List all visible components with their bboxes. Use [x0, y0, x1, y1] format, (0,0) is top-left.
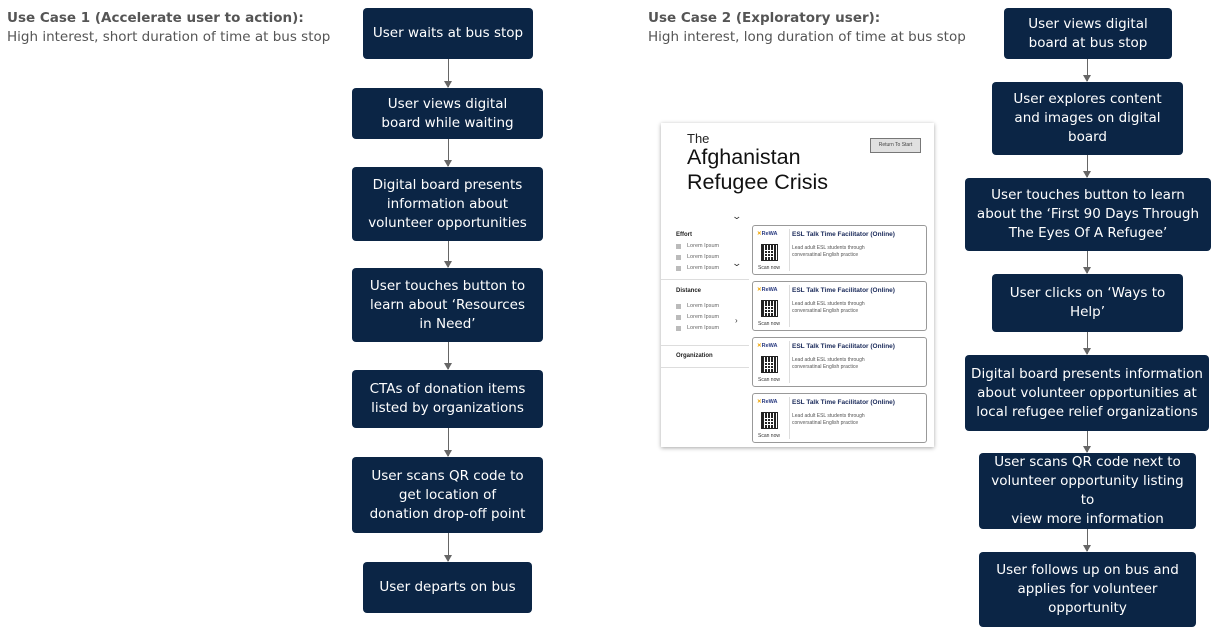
use-case-1-title: Use Case 1 (Accelerate user to action):	[7, 10, 304, 26]
qr-code-icon	[761, 244, 778, 261]
flow-1-step-2: User views digital board while waiting	[352, 88, 543, 139]
qr-code-icon	[761, 412, 778, 429]
flow-1-arrow-6	[444, 533, 452, 562]
use-case-2-subtitle: High interest, long duration of time at …	[648, 29, 966, 45]
qr-code-icon	[761, 356, 778, 373]
filter-option[interactable]: Lorem Ipsum	[676, 243, 719, 249]
flow-1-step-3: Digital board presents information about…	[352, 167, 543, 241]
card-divider	[789, 397, 790, 439]
card-scan-label: Scan now	[758, 265, 780, 271]
card-logo-text: ReWA	[761, 343, 778, 349]
rewa-logo: ✕ReWA	[757, 287, 778, 293]
card-description: Lead adult ESL students through conversa…	[792, 357, 865, 370]
flow-2-arrow-2	[1083, 155, 1091, 178]
checkbox-icon[interactable]	[676, 265, 681, 271]
flow-2-step-6: User scans QR code next to volunteer opp…	[979, 453, 1196, 529]
opportunity-card[interactable]: ✕ReWA Scan now ESL Talk Time Facilitator…	[752, 225, 927, 275]
card-title: ESL Talk Time Facilitator (Online)	[792, 399, 895, 406]
return-to-start-button[interactable]: Return To Start	[870, 138, 921, 153]
qr-code-icon	[761, 300, 778, 317]
filter-option[interactable]: Lorem Ipsum	[676, 265, 719, 271]
use-case-2-title: Use Case 2 (Exploratory user):	[648, 10, 881, 26]
kiosk-screen-mockup: The Afghanistan Refugee Crisis Return To…	[661, 123, 934, 447]
flow-2-arrow-6	[1083, 529, 1091, 552]
chevron-down-icon[interactable]: ⌄	[731, 211, 743, 221]
checkbox-icon[interactable]	[676, 303, 681, 309]
card-description: Lead adult ESL students through conversa…	[792, 413, 865, 426]
card-title: ESL Talk Time Facilitator (Online)	[792, 287, 895, 294]
filter-option[interactable]: Lorem Ipsum	[676, 314, 719, 320]
card-divider	[789, 341, 790, 383]
filter-option[interactable]: Lorem Ipsum	[676, 303, 719, 309]
flow-1-arrow-4	[444, 342, 452, 370]
flow-1-arrow-1	[444, 59, 452, 88]
checkbox-icon[interactable]	[676, 314, 681, 320]
flow-2-step-4: User clicks on ‘Ways to Help’	[992, 274, 1183, 332]
checkbox-icon[interactable]	[676, 254, 681, 260]
flow-2-arrow-4	[1083, 332, 1091, 355]
filter-effort-label: Effort	[676, 232, 692, 238]
filter-organization-label: Organization	[676, 353, 713, 359]
flow-2-step-1: User views digital board at bus stop	[1004, 8, 1172, 59]
filter-option-label: Lorem Ipsum	[687, 303, 720, 309]
flow-2-step-5: Digital board presents information about…	[965, 355, 1209, 431]
card-title: ESL Talk Time Facilitator (Online)	[792, 343, 895, 350]
flow-2-arrow-1	[1083, 59, 1091, 82]
flow-1-arrow-5	[444, 428, 452, 457]
filter-option[interactable]: Lorem Ipsum	[676, 325, 719, 331]
chevron-right-icon[interactable]: ›	[735, 316, 738, 325]
filter-divider	[661, 345, 749, 346]
filter-option-label: Lorem Ipsum	[687, 243, 720, 249]
card-scan-label: Scan now	[758, 321, 780, 327]
use-case-1-subtitle: High interest, short duration of time at…	[7, 29, 331, 45]
flow-2-arrow-5	[1083, 431, 1091, 453]
flow-2-step-3: User touches button to learn about the ‘…	[965, 178, 1211, 251]
filter-divider	[661, 279, 749, 280]
flow-1-step-4: User touches button to learn about ‘Reso…	[352, 268, 543, 342]
card-divider	[789, 229, 790, 271]
flow-1-step-5: CTAs of donation items listed by organiz…	[352, 370, 543, 428]
rewa-logo: ✕ReWA	[757, 231, 778, 237]
filter-option-label: Lorem Ipsum	[687, 325, 720, 331]
flow-2-arrow-3	[1083, 251, 1091, 274]
filter-option[interactable]: Lorem Ipsum	[676, 254, 719, 260]
checkbox-icon[interactable]	[676, 243, 681, 249]
flow-1-step-6: User scans QR code to get location of do…	[352, 457, 543, 533]
rewa-logo: ✕ReWA	[757, 399, 778, 405]
flow-2-step-7: User follows up on bus and applies for v…	[979, 552, 1196, 627]
card-scan-label: Scan now	[758, 433, 780, 439]
card-title: ESL Talk Time Facilitator (Online)	[792, 231, 895, 238]
filter-option-label: Lorem Ipsum	[687, 254, 720, 260]
card-divider	[789, 285, 790, 327]
filter-option-label: Lorem Ipsum	[687, 265, 720, 271]
opportunity-card[interactable]: ✕ReWA Scan now ESL Talk Time Facilitator…	[752, 393, 927, 443]
filter-distance-label: Distance	[676, 288, 702, 294]
flow-1-step-1: User waits at bus stop	[363, 8, 533, 59]
flow-1-arrow-3	[444, 241, 452, 268]
opportunity-card[interactable]: ✕ReWA Scan now ESL Talk Time Facilitator…	[752, 281, 927, 331]
rewa-logo: ✕ReWA	[757, 343, 778, 349]
card-description: Lead adult ESL students through conversa…	[792, 245, 865, 258]
opportunity-card[interactable]: ✕ReWA Scan now ESL Talk Time Facilitator…	[752, 337, 927, 387]
flow-1-arrow-2	[444, 139, 452, 167]
card-description: Lead adult ESL students through conversa…	[792, 301, 865, 314]
kiosk-title: Afghanistan Refugee Crisis	[687, 145, 828, 194]
filter-divider	[661, 367, 749, 368]
card-scan-label: Scan now	[758, 377, 780, 383]
flow-1-step-7: User departs on bus	[363, 562, 532, 613]
checkbox-icon[interactable]	[676, 325, 681, 331]
card-logo-text: ReWA	[761, 287, 778, 293]
chevron-down-icon[interactable]: ⌄	[731, 258, 743, 268]
filter-option-label: Lorem Ipsum	[687, 314, 720, 320]
kiosk-pre-title: The	[687, 131, 710, 146]
card-logo-text: ReWA	[761, 399, 778, 405]
flow-2-step-2: User explores content and images on digi…	[992, 82, 1183, 155]
card-logo-text: ReWA	[761, 231, 778, 237]
